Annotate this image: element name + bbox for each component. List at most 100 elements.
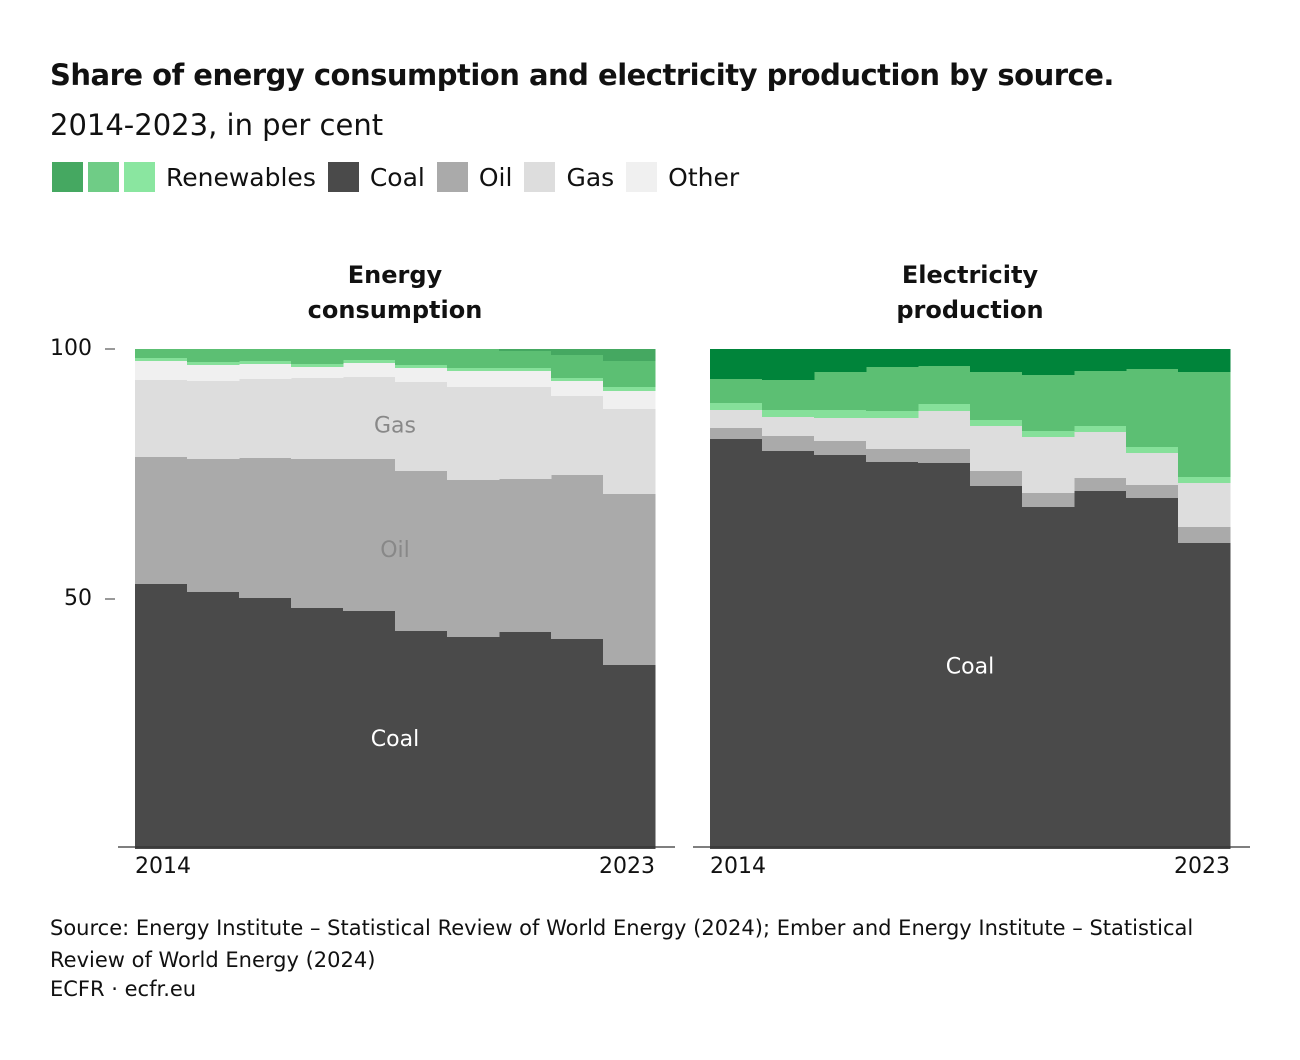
area-segment xyxy=(447,368,500,371)
area-segment xyxy=(1074,371,1127,426)
area-segment xyxy=(135,457,188,584)
area-segment xyxy=(395,382,448,471)
area-segment xyxy=(814,410,867,418)
title: Share of energy consumption and electric… xyxy=(50,58,1114,92)
series-label: Gas xyxy=(374,414,416,439)
legend-swatch xyxy=(524,162,556,192)
area-segment xyxy=(762,410,815,417)
area-segment xyxy=(291,608,344,849)
area-segment xyxy=(395,368,448,382)
area-segment xyxy=(291,367,344,378)
area-segment xyxy=(239,458,292,598)
area-segment xyxy=(239,598,292,849)
area-segment xyxy=(135,349,188,358)
area-segment xyxy=(395,631,448,849)
area-segment xyxy=(762,436,815,451)
area-segment xyxy=(239,379,292,458)
area-segment xyxy=(1178,349,1231,372)
area-segment xyxy=(551,381,604,396)
area-segment xyxy=(1178,483,1231,527)
area-segment xyxy=(551,639,604,849)
area-segment xyxy=(1022,507,1075,849)
area-segment xyxy=(395,471,448,631)
area-segment xyxy=(762,417,815,436)
legend-label: Other xyxy=(668,162,740,192)
area-segment xyxy=(918,463,971,849)
legend-label: Oil xyxy=(478,162,513,192)
area-segment xyxy=(970,426,1023,471)
area-segment xyxy=(970,372,1023,420)
area-segment xyxy=(447,349,500,368)
area-segment xyxy=(499,371,552,387)
x-tick-label: 2014 xyxy=(710,854,766,879)
area-segment xyxy=(1022,437,1075,493)
area-segment xyxy=(447,371,500,387)
area-segment xyxy=(1074,432,1127,478)
area-segment xyxy=(814,349,867,372)
area-segment xyxy=(551,349,604,355)
area-segment xyxy=(866,449,919,462)
area-segment xyxy=(187,592,240,849)
area-segment xyxy=(814,441,867,455)
area-segment xyxy=(918,411,971,449)
area-segment xyxy=(291,459,344,608)
legend-swatch xyxy=(124,162,155,192)
area-segment xyxy=(866,411,919,418)
area-segment xyxy=(1022,493,1075,507)
area-segment xyxy=(239,364,292,379)
area-segment xyxy=(603,665,656,849)
area-segment xyxy=(1178,372,1231,477)
area-segment xyxy=(499,632,552,849)
area-segment xyxy=(1022,431,1075,437)
area-segment xyxy=(1178,527,1231,543)
area-segment xyxy=(918,404,971,411)
area-segment xyxy=(499,368,552,371)
x-tick-label: 2014 xyxy=(135,854,191,879)
area-segment xyxy=(1126,498,1179,849)
area-segment xyxy=(603,361,656,387)
area-segment xyxy=(710,428,763,439)
x-tick-label: 2023 xyxy=(599,854,655,879)
area-segment xyxy=(866,349,919,367)
area-segment xyxy=(499,387,552,479)
panel-title: Electricity production xyxy=(896,261,1044,324)
area-segment xyxy=(187,362,240,365)
source: Source: Energy Institute – Statistical R… xyxy=(50,916,1194,972)
area-segment xyxy=(710,439,763,849)
area-segment xyxy=(239,361,292,364)
area-segment xyxy=(1126,369,1179,447)
area-segment xyxy=(1022,375,1075,431)
area-segment xyxy=(603,349,656,361)
area-segment xyxy=(1126,485,1179,498)
area-segment xyxy=(1074,349,1127,371)
area-segment xyxy=(970,420,1023,426)
area-segment xyxy=(814,455,867,849)
legend-swatch xyxy=(626,162,658,192)
area-segment xyxy=(291,364,344,367)
area-segment xyxy=(1074,491,1127,849)
area-segment xyxy=(1074,426,1127,432)
legend-label: Gas xyxy=(566,162,615,192)
x-tick-label: 2023 xyxy=(1174,854,1230,879)
area-segment xyxy=(710,349,763,379)
area-segment xyxy=(1022,349,1075,375)
area-segment xyxy=(135,380,188,457)
area-segment xyxy=(135,584,188,849)
legend-swatch xyxy=(436,162,468,192)
area-segment xyxy=(343,363,396,377)
legend-label: Coal xyxy=(369,162,425,192)
panel-title: Energy consumption xyxy=(307,261,483,324)
area-segment xyxy=(135,361,188,380)
area-segment xyxy=(918,366,971,404)
area-segment xyxy=(187,365,240,381)
area-segment xyxy=(187,459,240,592)
y-tick-label: 50 xyxy=(64,586,92,611)
area-segment xyxy=(551,396,604,475)
area-segment xyxy=(918,449,971,463)
area-segment xyxy=(710,403,763,410)
area-segment xyxy=(395,365,448,368)
area-segment xyxy=(395,349,448,365)
area-segment xyxy=(866,418,919,449)
